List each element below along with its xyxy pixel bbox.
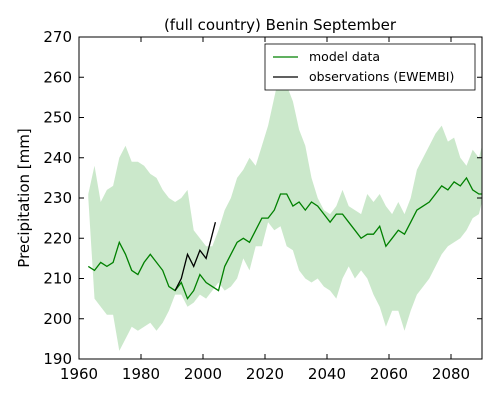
x-tick-label: 1960 xyxy=(60,365,98,383)
y-axis-label: Precipitation [mm] xyxy=(15,128,33,267)
y-tick-label: 270 xyxy=(43,28,72,46)
y-tick-label: 200 xyxy=(43,310,72,328)
x-tick-label: 2000 xyxy=(184,365,222,383)
y-tick-label: 260 xyxy=(43,68,72,86)
model-range-band xyxy=(88,69,483,351)
y-tick-label: 190 xyxy=(43,350,72,368)
model-data-line xyxy=(87,176,482,300)
x-tick-label: 1980 xyxy=(122,365,160,383)
legend-label-observations: observations (EWEMBI) xyxy=(309,69,454,84)
x-tick-label: 2080 xyxy=(432,365,470,383)
y-tick-label: 230 xyxy=(43,189,72,207)
legend: model data observations (EWEMBI) xyxy=(264,43,476,91)
legend-label-model: model data xyxy=(309,49,380,64)
series-lines-layer xyxy=(87,176,482,300)
y-tick-label: 250 xyxy=(43,109,72,127)
y-tick-label: 220 xyxy=(43,229,72,247)
chart-title: (full country) Benin September xyxy=(164,16,397,34)
y-tick-label: 240 xyxy=(43,149,72,167)
y-tick-label: 210 xyxy=(43,270,72,288)
legend-box xyxy=(264,43,476,91)
x-tick-label: 2020 xyxy=(246,365,284,383)
x-tick-label: 2060 xyxy=(370,365,408,383)
observations-line xyxy=(174,222,217,291)
x-tick-label: 2040 xyxy=(308,365,346,383)
axis-ticks-layer: 1960 1980 2000 2020 2040 2060 2080 190 200 210 220… xyxy=(43,28,482,383)
model-range-band-layer xyxy=(88,69,483,351)
